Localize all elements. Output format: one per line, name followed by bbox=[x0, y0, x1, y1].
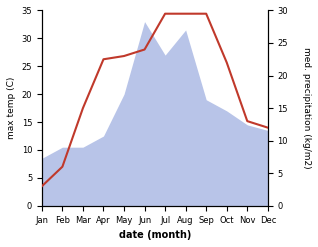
Y-axis label: max temp (C): max temp (C) bbox=[7, 77, 16, 139]
X-axis label: date (month): date (month) bbox=[119, 230, 191, 240]
Y-axis label: med. precipitation (kg/m2): med. precipitation (kg/m2) bbox=[302, 47, 311, 169]
